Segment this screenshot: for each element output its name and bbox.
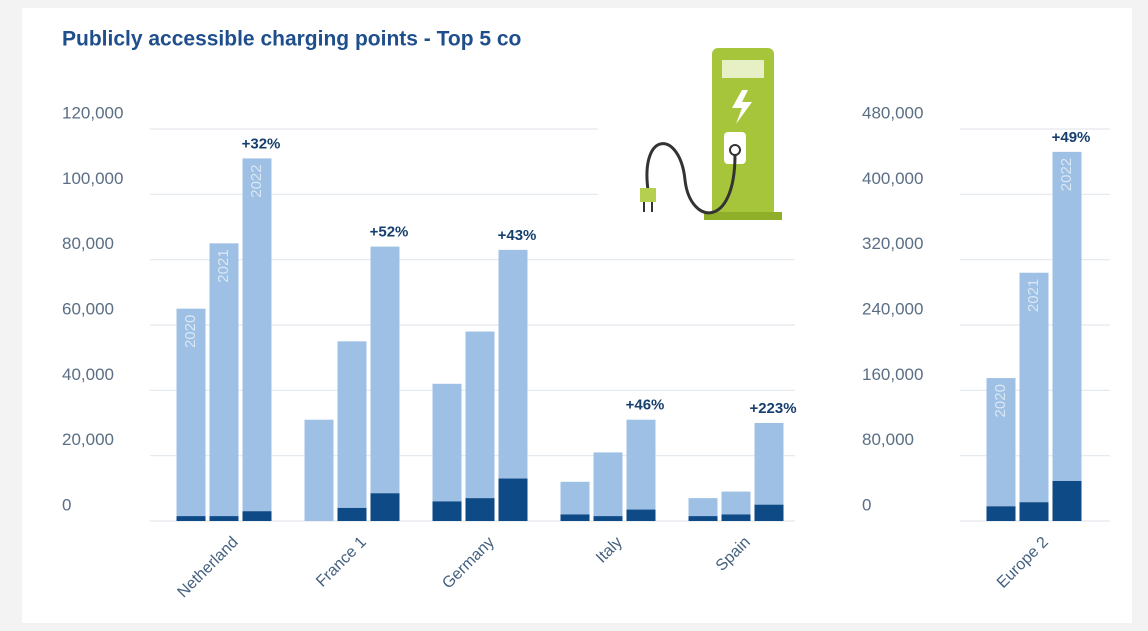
year-label: 2020 — [992, 384, 1009, 417]
bar-segment — [560, 481, 590, 515]
year-label: 2022 — [248, 164, 265, 197]
bar-segment — [721, 491, 751, 515]
bar-segment — [986, 378, 1016, 507]
bar-segment — [432, 383, 462, 502]
bar-base-segment — [337, 507, 367, 521]
year-label: 2021 — [215, 249, 232, 282]
bar-segment — [242, 158, 272, 512]
year-label: 2020 — [182, 315, 199, 348]
charger-icon — [598, 20, 820, 222]
bar-base-segment — [370, 493, 400, 521]
bar-base-segment — [432, 501, 462, 521]
bar-segment — [176, 308, 206, 517]
bar-base-segment — [1019, 502, 1049, 521]
y-tick-label: 240,000 — [862, 299, 923, 318]
y-tick-label: 480,000 — [862, 103, 923, 122]
bar-segment — [304, 419, 334, 521]
bar-base-segment — [688, 516, 718, 521]
y-tick-label: 0 — [62, 495, 71, 514]
bar-segment — [1052, 151, 1082, 481]
bar-base-segment — [176, 516, 206, 521]
bar-base-segment — [465, 498, 495, 521]
year-label: 2022 — [1058, 158, 1075, 191]
bar-segment — [593, 452, 623, 517]
bar-base-segment — [242, 511, 272, 521]
bar-base-segment — [721, 514, 751, 521]
bar-base-segment — [1052, 480, 1082, 521]
bar-base-segment — [593, 516, 623, 521]
y-tick-label: 400,000 — [862, 169, 923, 188]
annotation: +32% — [242, 135, 281, 152]
year-label: 2021 — [1025, 279, 1042, 312]
y-tick-label: 0 — [862, 495, 871, 514]
annotation: +46% — [626, 397, 665, 414]
bar-base-segment — [986, 506, 1016, 521]
bar-base-segment — [560, 514, 590, 521]
bar-segment — [498, 249, 528, 479]
annotation: +223% — [749, 400, 796, 417]
bar-base-segment — [754, 504, 784, 521]
bar-segment — [465, 331, 495, 499]
y-tick-label: 320,000 — [862, 234, 923, 253]
y-tick-label: 120,000 — [62, 103, 123, 122]
annotation: +52% — [370, 224, 409, 241]
bar-base-segment — [209, 516, 239, 521]
bar-segment — [626, 419, 656, 510]
bar-segment — [370, 246, 400, 494]
bar-base-segment — [626, 509, 656, 521]
bar-segment — [209, 243, 239, 517]
y-tick-label: 80,000 — [862, 430, 914, 449]
bar-segment — [337, 341, 367, 508]
bar-segment — [1019, 272, 1049, 503]
bar-segment — [754, 423, 784, 505]
bar-base-segment — [498, 478, 528, 521]
chart-title: Publicly accessible charging points - To… — [62, 28, 521, 51]
bar-segment — [688, 498, 718, 517]
y-tick-label: 40,000 — [62, 365, 114, 384]
annotation: +49% — [1052, 129, 1091, 146]
y-tick-label: 100,000 — [62, 169, 123, 188]
y-tick-label: 80,000 — [62, 234, 114, 253]
y-tick-label: 60,000 — [62, 299, 114, 318]
y-tick-label: 20,000 — [62, 430, 114, 449]
annotation: +43% — [498, 227, 537, 244]
y-tick-label: 160,000 — [862, 365, 923, 384]
